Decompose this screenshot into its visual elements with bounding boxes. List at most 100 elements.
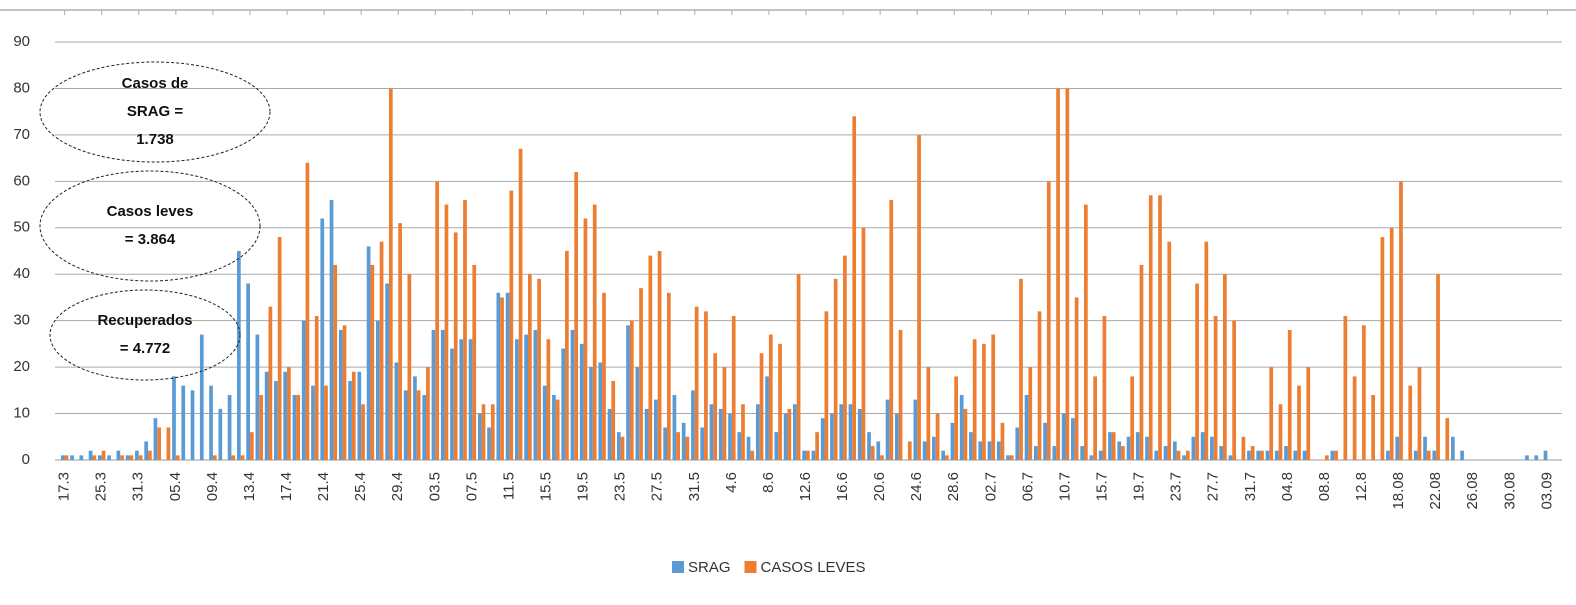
bar <box>1009 455 1014 460</box>
bar <box>440 329 445 460</box>
bar <box>1219 446 1224 460</box>
bar <box>320 218 325 460</box>
bar <box>1450 436 1455 460</box>
bar <box>1436 274 1440 460</box>
annotation-ellipse <box>39 170 261 282</box>
bar <box>755 404 760 460</box>
bar <box>676 432 680 460</box>
bar <box>722 367 727 460</box>
bar <box>1135 432 1140 460</box>
x-tick-label: 16.6 <box>834 472 851 501</box>
bar <box>1028 367 1033 460</box>
bar <box>268 306 273 460</box>
bar <box>370 264 375 460</box>
x-tick-label: 27.7 <box>1205 472 1222 501</box>
x-tick-label: 27.5 <box>649 472 666 501</box>
bar <box>60 455 65 460</box>
bar <box>305 162 310 460</box>
x-tick-label: 26.08 <box>1464 472 1481 510</box>
bar <box>978 441 983 460</box>
bar <box>120 455 124 460</box>
bar <box>728 413 732 460</box>
bar <box>750 450 755 460</box>
bar <box>342 325 347 460</box>
bar <box>1172 441 1177 460</box>
y-tick-label: 30 <box>13 312 30 329</box>
y-tick-label: 20 <box>13 358 30 375</box>
bar <box>629 320 634 460</box>
bar <box>153 418 158 460</box>
bar <box>1089 455 1094 460</box>
bar <box>913 399 918 460</box>
bar <box>1185 450 1190 460</box>
bar <box>459 339 464 460</box>
x-tick-label: 20.6 <box>871 472 888 501</box>
bar <box>259 394 263 460</box>
bar <box>570 329 575 460</box>
y-tick-label: 70 <box>13 126 30 143</box>
bar <box>1000 422 1005 460</box>
bar <box>654 399 658 460</box>
bar <box>1269 367 1274 460</box>
bar <box>583 218 588 460</box>
bar <box>116 450 121 460</box>
x-tick-label: 31.7 <box>1242 472 1259 501</box>
bar <box>1154 450 1159 460</box>
x-tick-label: 25.4 <box>352 472 369 501</box>
bar <box>1399 181 1403 461</box>
bar <box>935 413 940 460</box>
bar <box>88 450 93 460</box>
x-tick-label: 4.6 <box>723 472 740 493</box>
annotation-text: Casos de <box>122 75 189 92</box>
bar <box>274 381 278 460</box>
y-tick-label: 60 <box>13 172 30 189</box>
bar <box>1232 320 1236 460</box>
bar <box>1043 422 1047 460</box>
bar <box>407 274 412 460</box>
bar <box>1019 278 1023 460</box>
x-tick-label: 15.5 <box>537 472 554 501</box>
bar <box>453 232 458 460</box>
bar <box>1108 432 1112 460</box>
bar <box>135 450 139 460</box>
bar <box>759 353 764 460</box>
bar <box>815 432 819 460</box>
bar <box>277 237 282 460</box>
bar <box>987 441 992 460</box>
bar <box>361 404 365 460</box>
bar <box>796 274 801 460</box>
bar <box>926 367 931 460</box>
bar <box>172 376 176 460</box>
bar <box>1158 195 1162 460</box>
bar <box>672 394 677 460</box>
bar <box>537 278 541 460</box>
bar <box>941 450 946 460</box>
bar <box>166 427 171 460</box>
bar <box>783 413 788 460</box>
x-tick-label: 08.8 <box>1316 472 1333 501</box>
bar <box>524 334 528 460</box>
bar <box>435 181 440 461</box>
bar <box>1210 436 1214 460</box>
bar <box>917 134 921 460</box>
bar <box>1024 394 1029 460</box>
bar <box>255 334 260 460</box>
annotation-text: = 3.864 <box>125 231 176 248</box>
bar <box>907 441 912 460</box>
bar <box>292 394 297 460</box>
bar <box>1191 436 1196 460</box>
bar <box>793 404 797 460</box>
bar <box>620 436 625 460</box>
bar <box>1423 436 1427 460</box>
bar <box>1061 413 1066 460</box>
bar <box>199 334 204 460</box>
x-tick-label: 28.6 <box>945 472 962 501</box>
bar <box>1200 432 1205 460</box>
x-tick-label: 17.4 <box>278 472 295 501</box>
bar <box>768 334 773 460</box>
y-tick-label: 90 <box>13 33 30 50</box>
bar <box>611 381 616 460</box>
bar <box>1056 88 1060 460</box>
bar <box>867 432 871 460</box>
bar <box>107 455 111 460</box>
